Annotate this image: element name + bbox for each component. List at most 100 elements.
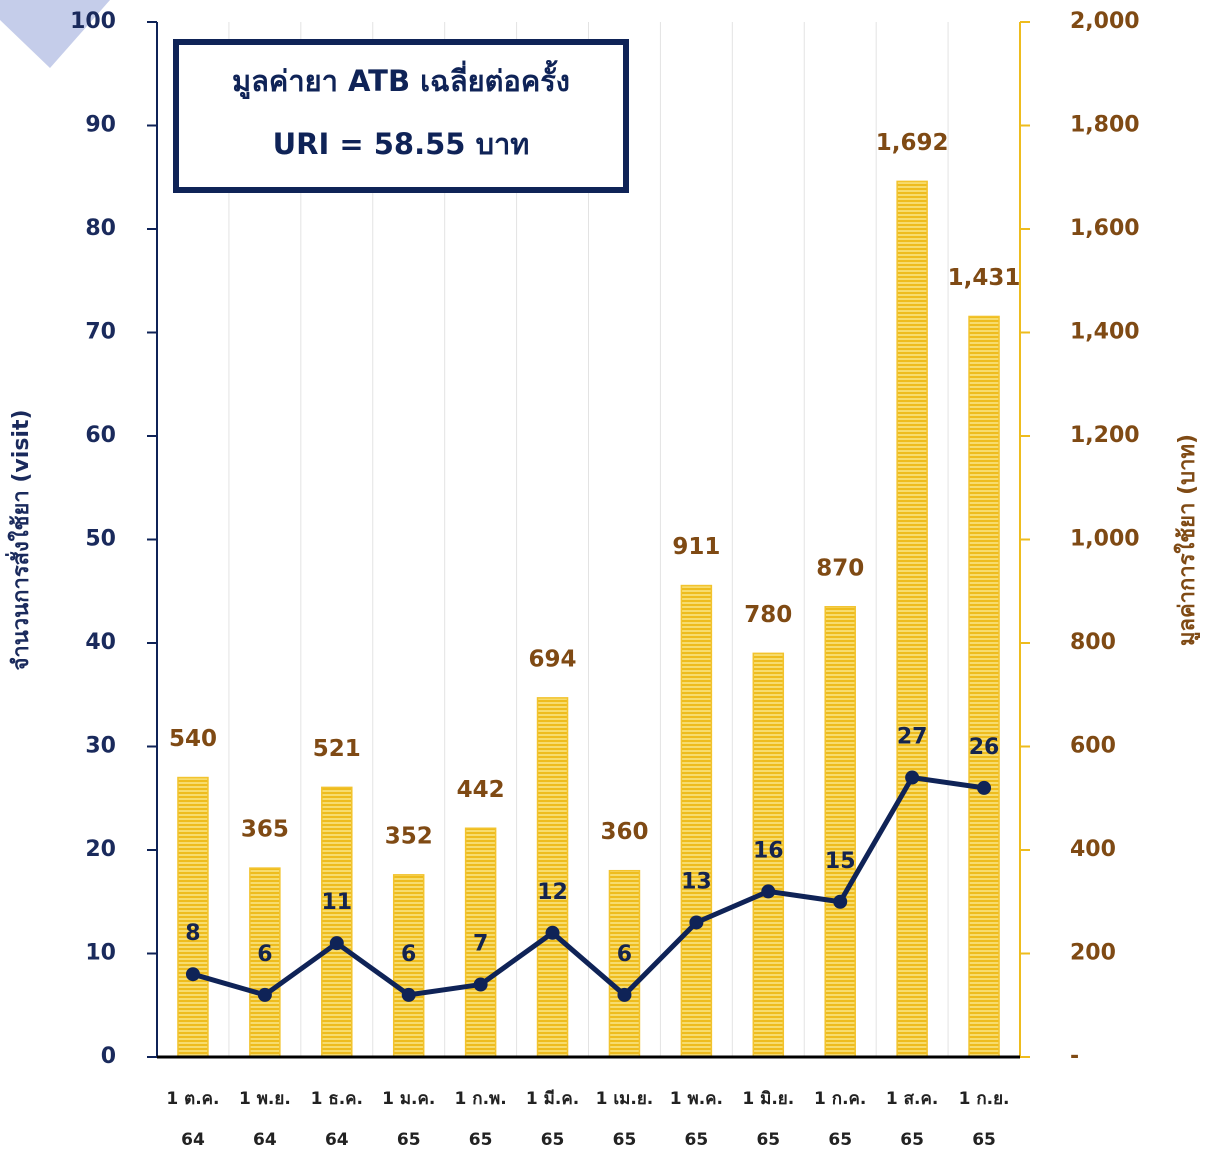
y-tick-label: 70 — [85, 320, 116, 345]
x-tick-label: 64 — [325, 1130, 349, 1150]
bar — [752, 652, 785, 1058]
line-value-label: 27 — [897, 725, 928, 750]
bar-value-label: 365 — [241, 817, 289, 843]
y2-tick-label: - — [1070, 1044, 1079, 1069]
bar — [968, 315, 1000, 1058]
line-point — [473, 977, 488, 992]
x-tick-label: 1 พ.ย. — [239, 1089, 291, 1109]
y2-tick-label: 400 — [1070, 837, 1116, 862]
line-point — [977, 780, 992, 795]
bar — [680, 584, 713, 1058]
line-value-label: 15 — [825, 849, 856, 874]
line-point — [689, 915, 704, 930]
y2-tick-label: 1,400 — [1070, 320, 1140, 345]
x-tick-label: 65 — [613, 1130, 637, 1150]
y2-tick-label: 600 — [1070, 734, 1116, 759]
bar — [177, 776, 209, 1058]
x-tick-label: 1 พ.ค. — [670, 1089, 723, 1109]
x-tick-label: 65 — [541, 1130, 565, 1150]
line-value-label: 12 — [537, 880, 568, 905]
y-tick-label: 10 — [85, 941, 116, 966]
y2-tick-label: 800 — [1070, 630, 1116, 655]
y2-tick-label: 1,000 — [1070, 527, 1140, 552]
y-tick-label: 40 — [85, 630, 116, 655]
x-tick-label: 1 ส.ค. — [886, 1089, 938, 1109]
y-tick-label: 100 — [70, 9, 116, 34]
x-tick-label: 1 ก.ค. — [814, 1089, 866, 1109]
y-tick-label: 60 — [85, 423, 116, 448]
x-tick-label: 64 — [253, 1130, 277, 1150]
x-tick-label: 65 — [756, 1130, 780, 1150]
y2-tick-label: 1,600 — [1070, 216, 1140, 241]
line-point — [401, 987, 416, 1002]
x-tick-label: 65 — [828, 1130, 852, 1150]
line-point — [905, 770, 920, 785]
line-value-label: 6 — [617, 942, 632, 967]
line-point — [617, 987, 632, 1002]
x-tick-label: 1 เม.ย. — [596, 1089, 654, 1109]
x-tick-label: 65 — [469, 1130, 493, 1150]
line-value-label: 11 — [321, 890, 352, 915]
bar — [392, 874, 425, 1058]
bar-value-label: 1,692 — [876, 130, 949, 156]
line-value-label: 6 — [257, 942, 272, 967]
x-tick-label: 1 ก.ย. — [959, 1089, 1010, 1109]
bar-value-label: 540 — [169, 726, 217, 752]
bar — [464, 827, 497, 1058]
line-value-label: 13 — [681, 869, 712, 894]
grid — [228, 22, 949, 1057]
bar-value-label: 911 — [672, 534, 720, 560]
y-axis-label: จำนวนการสั่งใช้ยา (visit) — [4, 409, 34, 670]
x-tick-label: 65 — [900, 1130, 924, 1150]
y2-tick-label: 200 — [1070, 941, 1116, 966]
y-tick-label: 80 — [85, 216, 116, 241]
y-tick-label: 50 — [85, 527, 116, 552]
bar-value-label: 360 — [600, 819, 648, 845]
y2-tick-label: 1,800 — [1070, 113, 1140, 138]
x-tick-label: 1 ต.ค. — [166, 1089, 219, 1109]
bar — [824, 606, 856, 1058]
y2-axis-label: มูลค่าการใช้ยา (บาท) — [1173, 434, 1201, 646]
line-point — [761, 884, 776, 899]
y-tick-label: 20 — [85, 837, 116, 862]
bar-value-label: 1,431 — [948, 265, 1021, 291]
annotation-box — [173, 39, 629, 193]
bar-value-label: 442 — [457, 777, 505, 803]
y-tick-label: 90 — [85, 113, 116, 138]
bar-value-label: 694 — [529, 646, 577, 672]
y-tick-label: 0 — [101, 1044, 116, 1069]
y2-tick-label: 2,000 — [1070, 9, 1140, 34]
bar — [321, 786, 353, 1058]
x-tick-label: 1 ธ.ค. — [311, 1089, 363, 1109]
x-tick-label: 65 — [972, 1130, 996, 1150]
bar-value-label: 521 — [313, 736, 361, 762]
y-tick-label: 30 — [85, 734, 116, 759]
line-value-label: 6 — [401, 942, 416, 967]
x-tick-label: 1 มี.ค. — [526, 1088, 579, 1109]
line-point — [833, 894, 848, 909]
line-value-label: 16 — [753, 838, 784, 863]
annotation: มูลค่ายา ATB เฉลี่ยต่อครั้ง — [232, 59, 570, 99]
line-value-label: 8 — [185, 921, 200, 946]
corner-decoration — [0, 0, 110, 68]
line-point — [185, 967, 200, 982]
line — [192, 774, 985, 999]
bar — [536, 697, 569, 1058]
line-value-label: 7 — [473, 932, 488, 957]
x-tick-label: 64 — [181, 1130, 205, 1150]
bar-value-label: 780 — [744, 602, 792, 628]
x-tick-label: 1 มิ.ย. — [742, 1089, 794, 1109]
line-point — [329, 936, 344, 951]
x-tick-label: 65 — [685, 1130, 709, 1150]
line-value-label: 26 — [969, 735, 1000, 760]
bar-value-label: 352 — [385, 823, 433, 849]
bar-value-label: 870 — [816, 555, 864, 581]
x-tick-label: 1 ม.ค. — [382, 1089, 435, 1109]
annotation: URI = 58.55 บาท — [273, 127, 530, 161]
line-point — [257, 987, 272, 1002]
line-point — [545, 925, 560, 940]
y2-tick-label: 1,200 — [1070, 423, 1140, 448]
x-tick-label: 1 ก.พ. — [455, 1089, 507, 1109]
bar — [896, 180, 928, 1058]
